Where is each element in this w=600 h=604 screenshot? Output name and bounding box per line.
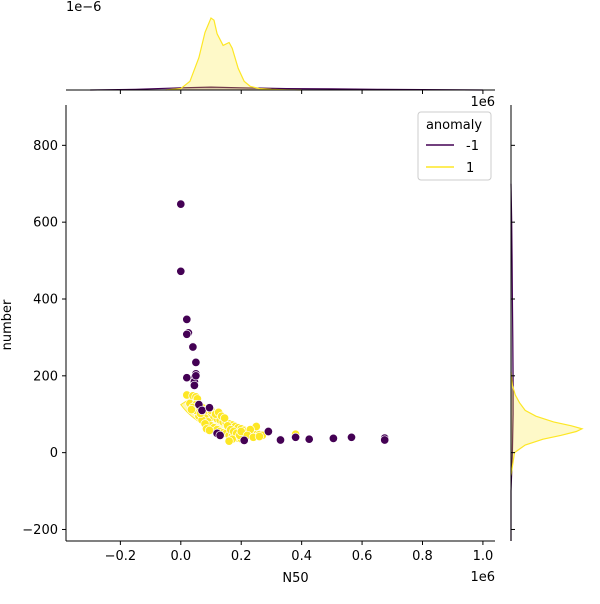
x-tick-label: 0.0 [170,549,191,564]
x-tick-label: 1.0 [473,549,494,564]
scatter-point-anomaly [304,434,314,444]
scatter-point-anomaly [346,432,357,442]
scatter-point-normal [254,431,264,442]
scatter-point-anomaly [191,357,201,367]
scatter-point-anomaly [182,314,192,324]
legend-label-normal: 1 [466,161,474,176]
scatter-point-anomaly [275,435,286,445]
y-tick-label: 400 [33,292,58,307]
top-marginal-offset-text: 1e−6 [66,0,101,15]
scatter-point-anomaly [197,405,207,415]
y-tick-label: −200 [22,523,58,538]
scatter-point-normal [224,436,234,446]
scatter-point-anomaly [263,426,273,437]
x-axis-label: N50 [282,571,308,586]
scatter-point-anomaly [191,371,201,381]
legend-box [417,111,492,181]
x-tick-label: −0.2 [105,549,137,564]
scatter-point-anomaly [176,266,186,276]
x-tick-label: 0.2 [231,549,252,564]
scatter-point-anomaly [189,380,199,390]
scatter-point-anomaly [182,373,192,383]
scatter-point-anomaly [176,199,186,209]
scatter-point-normal [220,413,230,423]
y-tick-label: 800 [33,139,58,154]
right-marginal-offset-text: 1e6 [470,95,495,110]
legend-title: anomaly [426,118,482,133]
right-kde-line-1 [510,371,584,476]
y-tick-label: 0 [50,446,58,461]
right-kde-fill--1 [511,183,514,541]
top-kde-line--1 [90,86,483,91]
scatter-point-anomaly [215,430,225,440]
scatter-point-anomaly [188,342,198,352]
x-tick-label: 0.4 [291,549,312,564]
x-tick-label: 0.6 [352,549,373,564]
x-offset-text: 1e6 [470,570,495,585]
legend-label-anomaly: -1 [466,139,479,154]
scatter-point-anomaly [328,433,338,443]
scatter-point-normal [186,405,196,415]
scatter-point-anomaly [291,432,301,442]
x-tick-label: 0.8 [412,549,433,564]
scatter-point-anomaly [204,403,215,413]
y-axis-label: number [0,299,15,350]
y-tick-label: 200 [33,369,58,384]
scatter-point-anomaly [239,435,249,445]
scatter-point-anomaly [182,329,192,339]
scatter-point-normal [204,425,215,435]
top-kde-line-1 [165,17,302,91]
scatter-point-anomaly [380,435,390,445]
y-tick-label: 600 [33,216,58,231]
right-kde-fill-1 [511,371,582,476]
